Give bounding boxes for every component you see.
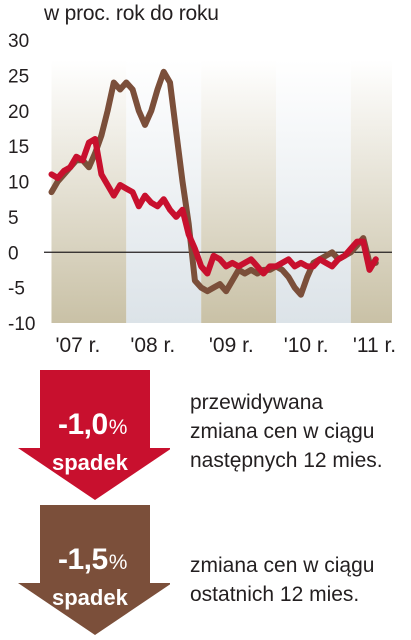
forecast-value: -1,0%: [58, 408, 127, 441]
x-tick-label: '08 r.: [130, 334, 175, 357]
legend-past: -1,5% spadek zmiana cen w ciągu ostatnic…: [0, 505, 411, 640]
y-axis-ticks: 30 25 20 15 10 5 0 -5 -10: [8, 31, 35, 335]
past-value: -1,5%: [58, 543, 127, 576]
x-tick-label: '10 r.: [284, 334, 329, 357]
x-axis-ticks: '07 r. '08 r. '09 r. '10 r. '11 r.: [55, 334, 396, 357]
year-band-2010: [276, 60, 351, 323]
chart-subtitle: w proc. rok do roku: [44, 2, 219, 25]
y-tick-label: 0: [8, 243, 19, 264]
series-line-forecast: [48, 136, 379, 277]
brown-arrow-icon: [18, 505, 170, 635]
y-tick-label: -5: [8, 279, 25, 300]
past-label: spadek: [52, 585, 128, 610]
past-line-2: ostatnich 12 mies.: [190, 583, 360, 606]
y-tick-label: 15: [8, 137, 29, 158]
forecast-line-2: zmiana cen w ciągu: [190, 420, 375, 443]
red-arrow-icon: [18, 370, 170, 500]
forecast-line-1: przewidywana: [190, 391, 324, 414]
y-tick-label: -10: [8, 314, 35, 335]
y-tick-label: 10: [8, 173, 29, 194]
year-band-2009: [201, 60, 276, 323]
forecast-line-3: następnych 12 mies.: [190, 449, 383, 472]
y-tick-label: 20: [8, 102, 29, 123]
line-chart: 30 25 20 15 10 5 0 -5 -10 '07 r. '08 r. '09 r. '10 …: [8, 31, 396, 357]
forecast-label: spadek: [52, 450, 128, 475]
past-description: zmiana cen w ciągu ostatnich 12 mies.: [190, 551, 374, 609]
forecast-description: przewidywana zmiana cen w ciągu następny…: [190, 388, 383, 475]
legend-forecast: -1,0% spadek przewidywana zmiana cen w c…: [0, 370, 411, 505]
y-tick-label: 5: [8, 208, 19, 229]
y-tick-label: 25: [8, 66, 29, 87]
year-band-2011: [350, 60, 392, 323]
x-tick-label: '11 r.: [353, 334, 396, 357]
series-lines: [48, 68, 379, 298]
y-tick-label: 30: [8, 31, 29, 52]
year-shading: [44, 60, 392, 323]
x-tick-label: '09 r.: [209, 334, 254, 357]
x-tick-label: '07 r.: [55, 334, 100, 357]
past-line-1: zmiana cen w ciągu: [190, 554, 375, 577]
